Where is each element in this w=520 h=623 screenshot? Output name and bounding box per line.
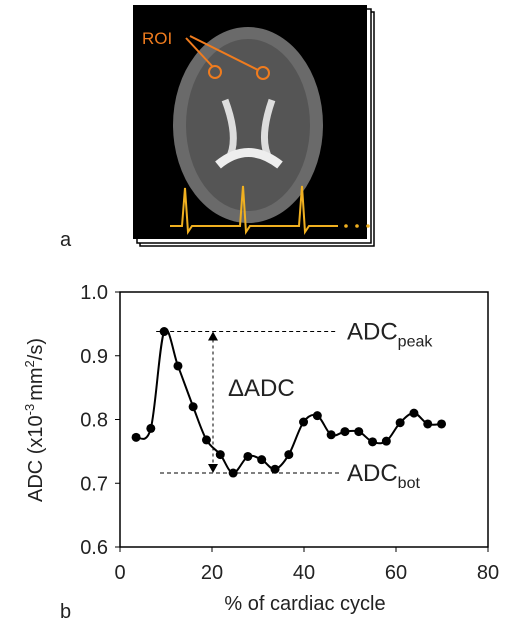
x-tick-label: 20 <box>201 562 223 584</box>
data-point <box>409 409 418 418</box>
peak-label-sub: peak <box>398 334 434 351</box>
bottom-label-sub: bot <box>398 475 421 492</box>
mri-image: ROI <box>133 5 374 246</box>
data-point <box>313 411 322 420</box>
y-tick-label: 0.6 <box>80 537 108 559</box>
data-point <box>327 430 336 439</box>
data-point <box>437 419 446 428</box>
data-point <box>243 452 252 461</box>
data-point <box>340 427 349 436</box>
bottom-label-main: ADC <box>347 460 398 487</box>
delta-label: ΔADC <box>228 375 295 402</box>
panel-label: a <box>60 229 72 251</box>
data-point <box>257 455 266 464</box>
y-axis-title: ADC (x10-3 mm2/s) <box>22 338 47 502</box>
y-title-part: ADC (x10 <box>25 415 47 502</box>
x-tick-label: 60 <box>385 562 407 584</box>
data-point <box>354 427 363 436</box>
x-tick-label: 80 <box>477 562 499 584</box>
data-point <box>216 450 225 459</box>
y-title-sup: -3 <box>22 404 37 416</box>
peak-label: ADCpeak <box>347 319 433 351</box>
y-title-part: mm <box>25 367 47 400</box>
y-tick-label: 0.9 <box>80 346 108 368</box>
x-tick-label: 0 <box>114 562 125 584</box>
y-tick-label: 0.7 <box>80 473 108 495</box>
data-point <box>146 424 155 433</box>
y-title-sup: 2 <box>22 360 37 367</box>
data-point <box>382 437 391 446</box>
data-point <box>368 437 377 446</box>
figure: ROI a b % of cardiac cycle ADC (x10-3mm2… <box>0 0 520 623</box>
data-point <box>423 419 432 428</box>
data-point <box>173 361 182 370</box>
bottom-label: ADCbot <box>347 460 420 492</box>
data-point <box>299 418 308 427</box>
peak-label-main: ADC <box>347 319 398 346</box>
data-point <box>189 402 198 411</box>
y-tick-label: 0.8 <box>80 410 108 432</box>
y-title-part: /s) <box>25 338 47 360</box>
panel-label: b <box>60 601 71 623</box>
data-point <box>396 418 405 427</box>
x-tick-label: 40 <box>293 562 315 584</box>
data-point <box>284 450 293 459</box>
data-point <box>132 433 141 442</box>
y-tick-label: 1.0 <box>80 282 108 304</box>
data-point <box>271 465 280 474</box>
x-axis-title: % of cardiac cycle <box>224 593 385 615</box>
data-point <box>202 435 211 444</box>
roi-label: ROI <box>142 29 172 48</box>
